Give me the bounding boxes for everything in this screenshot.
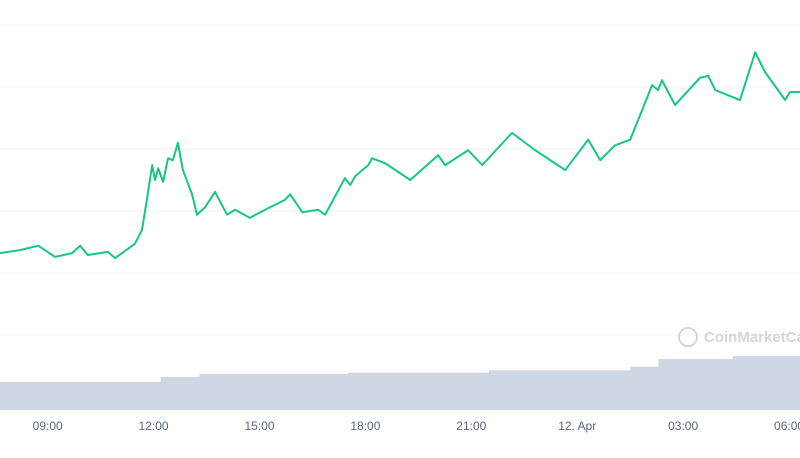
price-line <box>0 51 800 260</box>
x-tick-label: 18:00 <box>350 419 380 433</box>
x-tick-label: 03:00 <box>668 419 698 433</box>
x-tick-label: 12. Apr <box>558 419 596 433</box>
watermark-text: CoinMarketCap <box>704 329 800 346</box>
x-tick-label: 15:00 <box>244 419 274 433</box>
x-tick-label: 12:00 <box>139 419 169 433</box>
plot <box>0 24 800 410</box>
x-tick-label: 06:00 <box>774 419 800 433</box>
x-tick-label: 09:00 <box>33 419 63 433</box>
watermark-logo <box>678 327 698 347</box>
x-tick-label: 21:00 <box>456 419 486 433</box>
volume-area <box>0 353 800 410</box>
watermark: CoinMarketCap <box>678 327 800 347</box>
